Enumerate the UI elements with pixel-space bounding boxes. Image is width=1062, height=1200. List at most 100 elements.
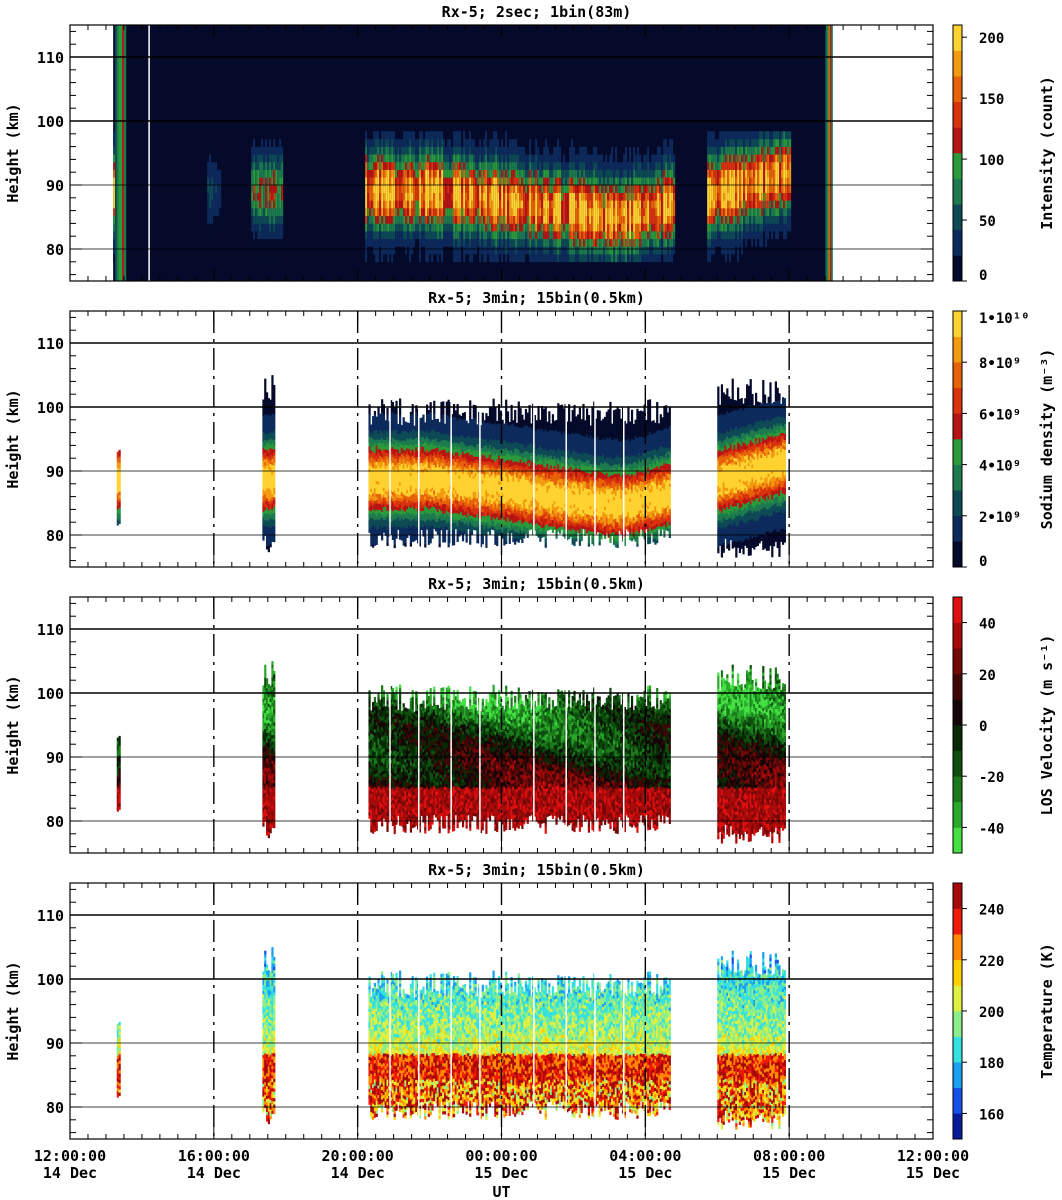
colorbar-swatch — [953, 362, 962, 389]
y-tick-label: 110 — [37, 335, 64, 353]
colorbar-swatch — [953, 127, 962, 154]
colorbar-frame — [952, 310, 963, 568]
colorbar-swatch — [953, 985, 962, 1012]
colorbar-tick-label: -40 — [979, 821, 1004, 837]
colorbar-tick-label: 0 — [979, 554, 987, 570]
x-tick-label: 08:00:00 — [753, 1147, 825, 1165]
colorbar-swatch — [953, 153, 962, 179]
colorbar-swatch — [953, 1113, 962, 1140]
colorbar-tick-label: 4•10⁹ — [979, 459, 1021, 475]
colorbar-swatch — [953, 439, 962, 465]
colorbar-label: Temperature (K) — [1038, 943, 1056, 1078]
colorbar-tick-label: 240 — [979, 903, 1004, 919]
colorbar-velocity: -40 -20 0 20 40 LOS Velocity (m s⁻¹) — [952, 596, 1056, 854]
x-tick-date: 15 Dec — [906, 1164, 960, 1182]
colorbar-swatch — [953, 673, 962, 700]
colorbar-swatch — [953, 622, 962, 649]
x-tick-date: 15 Dec — [618, 1164, 672, 1182]
y-tick-label: 80 — [46, 1099, 64, 1117]
x-tick-date: 14 Dec — [331, 1164, 385, 1182]
colorbar-swatch — [953, 541, 962, 568]
x-tick-label: 00:00:00 — [465, 1147, 537, 1165]
colorbar-swatch — [953, 776, 962, 803]
colorbar-tick-label: 40 — [979, 617, 996, 633]
colorbar-swatch — [953, 597, 962, 623]
colorbar-tick-label: 100 — [979, 153, 1004, 169]
colorbar-swatch — [953, 229, 962, 256]
colorbar-intensity: 0 50 100 150 200 Intensity (count) — [952, 24, 1056, 284]
edge-band — [114, 25, 118, 281]
x-tick-date: 14 Dec — [187, 1164, 241, 1182]
colorbar-swatch — [953, 255, 962, 282]
x-axis-label: UT — [492, 1183, 510, 1200]
x-tick-label: 16:00:00 — [178, 1147, 250, 1165]
colorbar-swatch — [953, 750, 962, 777]
colorbar-swatch — [953, 908, 962, 935]
y-tick-label: 90 — [46, 463, 64, 481]
intensity-field — [113, 131, 792, 263]
colorbar-tick-label: 220 — [979, 954, 1004, 970]
colorbar-tick-label: 50 — [979, 214, 996, 230]
edge-band — [123, 25, 127, 281]
colorbar-swatch — [953, 725, 962, 751]
colorbar-swatch — [953, 648, 962, 675]
edge-band — [120, 25, 123, 281]
colorbar-swatch — [953, 699, 962, 726]
colorbar-swatch — [953, 959, 962, 986]
colorbar-tick-label: 0 — [979, 268, 987, 284]
colorbar-label: LOS Velocity (m s⁻¹) — [1038, 635, 1056, 816]
colorbar-swatch — [953, 25, 962, 51]
y-tick-label: 100 — [37, 399, 64, 417]
colorbar-temperature: 160 180 200 220 240 Temperature (K) — [952, 882, 1056, 1140]
edge-band — [827, 25, 830, 281]
colorbar-tick-label: 2•10⁹ — [979, 510, 1021, 526]
colorbar-swatch — [953, 1036, 962, 1063]
x-tick-date: 14 Dec — [43, 1164, 97, 1182]
colorbar-swatch — [953, 801, 962, 828]
colorbar-swatch — [953, 827, 962, 854]
edge-band — [829, 25, 832, 281]
colorbar-swatch — [953, 76, 962, 103]
colorbar-swatch — [953, 413, 962, 440]
y-tick-label: 100 — [37, 971, 64, 989]
x-tick-label: 12:00:00 — [897, 1147, 969, 1165]
density-field — [116, 375, 786, 558]
colorbar-swatch — [953, 490, 962, 517]
edge-band — [831, 25, 833, 281]
y-axis-label: Height (km) — [4, 675, 22, 774]
y-tick-label: 110 — [37, 907, 64, 925]
colorbar-tick-label: 150 — [979, 92, 1004, 108]
colorbar-swatch — [953, 883, 962, 909]
colorbar-swatch — [953, 464, 962, 491]
colorbar-swatch — [953, 50, 962, 77]
colorbar-density: 0 2•10⁹ 4•10⁹ 6•10⁹ 8•10⁹ 1•10¹⁰ Sodium densit… — [952, 310, 1056, 570]
colorbar-swatch — [953, 204, 962, 231]
edge-band — [825, 25, 827, 281]
colorbar-swatch — [953, 101, 962, 128]
edge-band — [122, 25, 125, 281]
y-tick-label: 80 — [46, 813, 64, 831]
y-tick-label: 100 — [37, 113, 64, 131]
colorbar-swatch — [953, 1062, 962, 1089]
panel-title: Rx-5; 2sec; 1bin(83m) — [442, 3, 632, 21]
y-axis-label: Height (km) — [4, 961, 22, 1060]
panel-title: Rx-5; 3min; 15bin(0.5km) — [428, 861, 645, 879]
edge-band — [828, 25, 831, 281]
colorbar-frame — [952, 24, 963, 282]
colorbar-swatch — [953, 515, 962, 542]
y-tick-label: 90 — [46, 1035, 64, 1053]
colorbar-tick-label: 20 — [979, 668, 996, 684]
colorbar-label: Intensity (count) — [1038, 76, 1056, 230]
colorbar-tick-label: 160 — [979, 1107, 1004, 1123]
panel-title: Rx-5; 3min; 15bin(0.5km) — [428, 575, 645, 593]
colorbar-tick-label: 200 — [979, 31, 1004, 47]
colorbar-swatch — [953, 934, 962, 961]
panel-intensity — [70, 25, 933, 281]
x-tick-label: 04:00:00 — [609, 1147, 681, 1165]
colorbar-tick-label: 1•10¹⁰ — [979, 311, 1030, 327]
edge-band — [116, 25, 120, 281]
colorbar-tick-label: 200 — [979, 1005, 1004, 1021]
y-tick-label: 90 — [46, 749, 64, 767]
colorbar-tick-label: -20 — [979, 770, 1004, 786]
y-tick-label: 80 — [46, 527, 64, 545]
